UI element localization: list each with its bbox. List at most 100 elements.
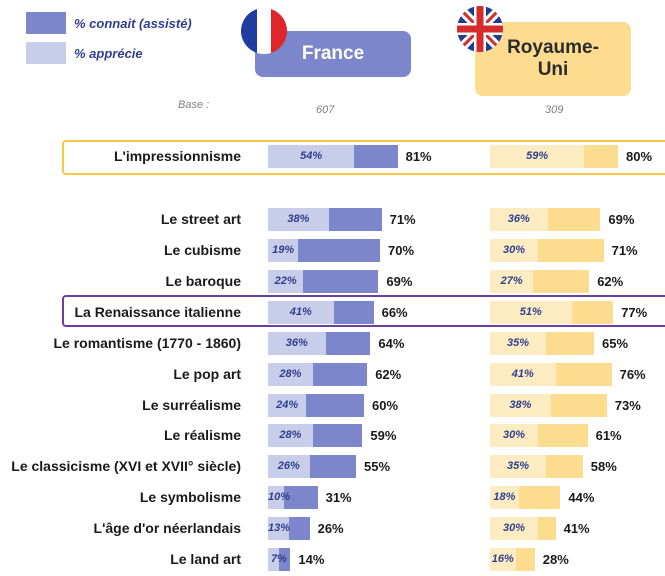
france-flag-icon [241, 8, 287, 54]
uk-appreciate-bar [490, 363, 556, 386]
uk-bar-10: 18% [490, 486, 561, 509]
france-appreciate-bar [268, 424, 313, 447]
uk-known-label: 69% [608, 212, 635, 227]
uk-known-label: 73% [614, 398, 641, 413]
uk-known-label: 77% [621, 305, 648, 320]
uk-bar-8: 30% [490, 424, 588, 447]
france-known-label: 66% [381, 305, 408, 320]
row-label: Le symbolisme [139, 489, 241, 505]
row-label: Le réalisme [163, 427, 241, 443]
france-appreciate-bar [268, 517, 289, 540]
legend-appreciate-swatch [26, 42, 66, 64]
uk-appreciate-bar [490, 486, 519, 509]
row-label: Le baroque [165, 273, 241, 289]
uk-appreciate-label: 38% [509, 399, 532, 411]
france-appreciate-label: 36% [285, 337, 308, 349]
france-appreciate-bar [268, 455, 310, 478]
uk-bar-7: 38% [490, 394, 607, 417]
row-label: L'âge d'or néerlandais [93, 520, 241, 536]
highlight-renaissance [62, 295, 665, 327]
uk-appreciate-label: 30% [502, 429, 526, 441]
france-bar-4: 41% [268, 301, 374, 324]
uk-appreciate-label: 51% [519, 306, 542, 318]
uk-appreciate-bar [490, 394, 551, 417]
uk-bar-1: 36% [490, 208, 601, 231]
france-bar-11: 13% [268, 517, 310, 540]
row-label: Le classicisme (XVI et XVII° siècle) [11, 458, 241, 474]
uk-bar-3: 27% [490, 270, 590, 293]
france-known-label: 70% [388, 243, 415, 258]
france-appreciate-bar [268, 548, 280, 571]
uk-bar-12: 16% [490, 548, 535, 571]
uk-bar-4: 51% [490, 301, 614, 324]
uk-known-label: 76% [619, 367, 646, 382]
uk-known-label: 58% [590, 459, 617, 474]
france-appreciate-label: 41% [289, 306, 312, 318]
france-appreciate-bar [268, 332, 326, 355]
uk-appreciate-bar [490, 239, 538, 262]
uk-known-label: 80% [626, 149, 653, 164]
legend-appreciate-label: % apprécie [74, 45, 143, 61]
row-label: Le street art [160, 211, 241, 227]
row-label: Le cubisme [163, 242, 241, 258]
uk-appreciate-label: 30% [502, 522, 526, 534]
france-appreciate-label: 24% [276, 399, 299, 411]
france-known-label: 31% [325, 490, 352, 505]
row-label: L'impressionnisme [113, 148, 241, 164]
uk-base: 309 [545, 104, 564, 116]
france-base: 607 [316, 104, 335, 116]
uk-bar-5: 35% [490, 332, 594, 355]
france-appreciate-bar [268, 145, 355, 168]
uk-appreciate-bar [490, 145, 585, 168]
row-label: Le pop art [173, 366, 241, 382]
highlight-impressionism [62, 140, 665, 175]
uk-appreciate-label: 35% [506, 460, 530, 472]
uk-appreciate-label: 18% [493, 491, 516, 503]
uk-appreciate-label: 35% [506, 337, 530, 349]
france-appreciate-label: 7% [271, 553, 287, 565]
france-known-label: 59% [370, 428, 397, 443]
france-bar-5: 36% [268, 332, 371, 355]
france-appreciate-label: 54% [300, 150, 323, 162]
uk-appreciate-bar [490, 208, 548, 231]
france-bar-1: 38% [268, 208, 382, 231]
france-bar-6: 28% [268, 363, 368, 386]
france-known-label: 81% [405, 149, 432, 164]
uk-flag-icon [457, 6, 503, 52]
uk-appreciate-bar [490, 270, 534, 293]
uk-bar-0: 59% [490, 145, 618, 168]
france-bar-0: 54% [268, 145, 398, 168]
uk-known-label: 28% [542, 552, 569, 567]
france-known-label: 71% [389, 212, 416, 227]
france-appreciate-label: 26% [277, 460, 300, 472]
france-title: France [301, 43, 365, 65]
legend-appreciate: % apprécie [26, 42, 143, 64]
row-label: Le land art [170, 551, 241, 567]
france-bar-3: 22% [268, 270, 379, 293]
france-appreciate-bar [268, 301, 334, 324]
legend-known-swatch [26, 12, 66, 34]
uk-appreciate-label: 16% [491, 553, 514, 565]
uk-title: Royaume-Uni [507, 37, 599, 80]
row-label: Le surréalisme [142, 397, 241, 413]
france-known-label: 62% [375, 367, 402, 382]
france-bar-9: 26% [268, 455, 356, 478]
france-appreciate-label: 28% [279, 429, 302, 441]
france-appreciate-label: 22% [274, 275, 297, 287]
france-appreciate-bar [268, 239, 299, 262]
france-appreciate-label: 19% [272, 244, 295, 256]
uk-appreciate-bar [490, 548, 516, 571]
legend-known: % connait (assisté) [26, 12, 192, 34]
france-known-label: 26% [317, 521, 344, 536]
france-bar-8: 28% [268, 424, 363, 447]
uk-appreciate-label: 36% [507, 213, 530, 225]
uk-appreciate-bar [490, 301, 572, 324]
uk-known-label: 71% [611, 243, 638, 258]
uk-known-label: 44% [568, 490, 595, 505]
france-bar-7: 24% [268, 394, 364, 417]
uk-known-label: 62% [597, 274, 624, 289]
france-known-label: 14% [298, 552, 325, 567]
row-label: La Renaissance italienne [74, 304, 241, 320]
france-known-label: 64% [378, 336, 405, 351]
france-appreciate-bar [268, 394, 307, 417]
